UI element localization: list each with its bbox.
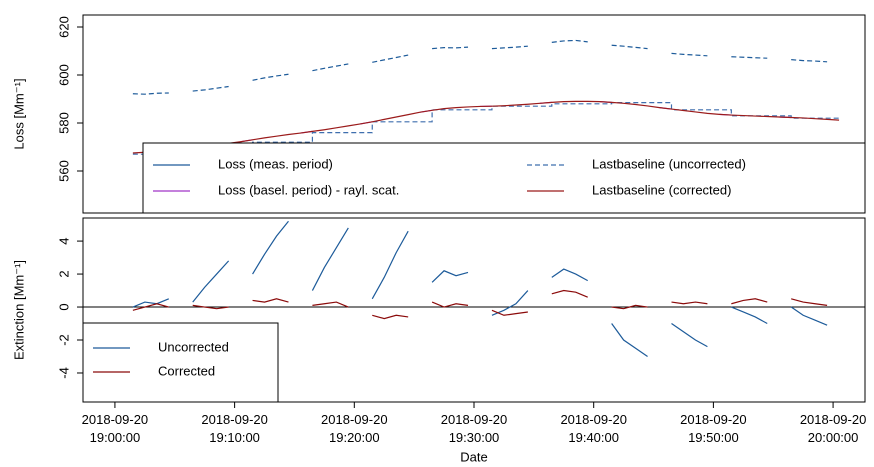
x-tick-label-line: 2018-09-20 — [800, 412, 867, 427]
plot-frame — [82, 217, 866, 403]
x-tick-label: 2018-09-20 19:40:00 — [560, 412, 627, 445]
x-tick-label-line: 2018-09-20 — [560, 412, 627, 427]
y-tick-label: -2 — [56, 334, 71, 346]
x-tick-label: 2018-09-20 19:10:00 — [201, 412, 268, 445]
x-tick-label-line: 19:30:00 — [449, 430, 500, 445]
series-line — [132, 100, 840, 154]
series-line — [132, 39, 828, 95]
x-tick-label-line: 19:00:00 — [90, 430, 141, 445]
x-axis-title: Date — [460, 449, 487, 464]
series-line — [180, 101, 792, 150]
x-tick-label: 2018-09-20 19:50:00 — [680, 412, 747, 445]
x-tick-label-line: 2018-09-20 — [680, 412, 747, 427]
x-tick-label-line: 19:40:00 — [568, 430, 619, 445]
legend-label: Loss (meas. period) — [218, 156, 333, 171]
legend-label: Lastbaseline (uncorrected) — [592, 156, 746, 171]
y-tick-label: 580 — [56, 112, 71, 134]
series-line — [132, 289, 828, 320]
y-tick-label: 620 — [56, 16, 71, 38]
x-tick-label-line: 2018-09-20 — [201, 412, 268, 427]
legend-label: Lastbaseline (corrected) — [592, 182, 731, 197]
y-axis-title: Extinction [Mm⁻¹] — [11, 260, 26, 360]
x-tick-label-line: 2018-09-20 — [82, 412, 149, 427]
x-tick-label-line: 2018-09-20 — [321, 412, 388, 427]
x-tick-label-line: 20:00:00 — [808, 430, 859, 445]
x-tick-label: 2018-09-20 19:00:00 — [82, 412, 149, 445]
x-tick-label: 2018-09-20 20:00:00 — [800, 412, 867, 445]
y-tick-label: 600 — [56, 64, 71, 86]
legend-label: Uncorrected — [158, 339, 229, 354]
y-tick-label: 4 — [56, 237, 71, 244]
legend-label: Loss (basel. period) - rayl. scat. — [218, 182, 399, 197]
legend-box — [142, 142, 866, 214]
x-tick-label-line: 19:20:00 — [329, 430, 380, 445]
x-tick-label-line: 2018-09-20 — [441, 412, 508, 427]
x-tick-label-line: 19:10:00 — [209, 430, 260, 445]
y-tick-label: 0 — [56, 303, 71, 310]
legend-box — [82, 322, 279, 403]
y-axis-title: Loss [Mm⁻¹] — [11, 78, 26, 149]
y-tick-label: -4 — [56, 367, 71, 379]
plot-frame — [82, 14, 866, 214]
series-line — [132, 220, 828, 357]
legend-label: Corrected — [158, 363, 215, 378]
x-tick-label: 2018-09-20 19:30:00 — [441, 412, 508, 445]
y-tick-label: 2 — [56, 270, 71, 277]
y-tick-label: 560 — [56, 160, 71, 182]
x-tick-label: 2018-09-20 19:20:00 — [321, 412, 388, 445]
x-tick-label-line: 19:50:00 — [688, 430, 739, 445]
